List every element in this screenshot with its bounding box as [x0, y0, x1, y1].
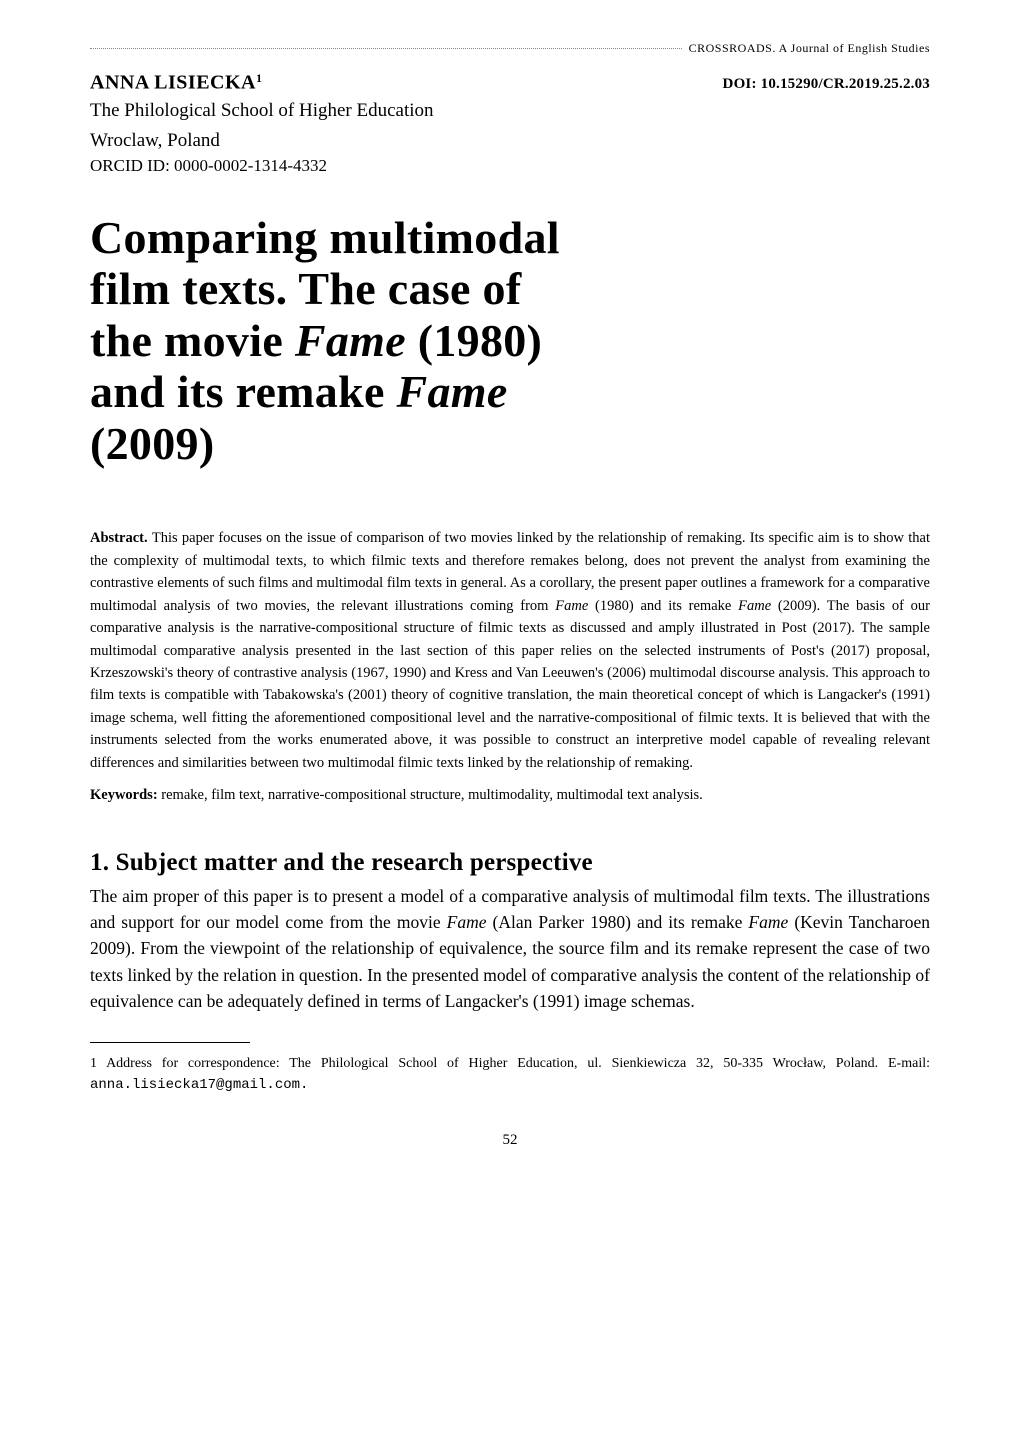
author-name-block: ANNA LISIECKA1: [90, 71, 262, 94]
footnote-rule: [90, 1042, 250, 1043]
title-line-2: film texts. The case of: [90, 263, 521, 314]
body-italic-2: Fame: [748, 912, 788, 932]
header-divider: CROSSROADS. A Journal of English Studies: [90, 48, 930, 49]
footnote-marker: 1: [90, 1056, 106, 1071]
title-line-5: (2009): [90, 418, 214, 469]
affiliation-line-1: The Philological School of Higher Educat…: [90, 98, 930, 124]
orcid-id: ORCID ID: 0000-0002-1314-4332: [90, 156, 930, 176]
journal-name: CROSSROADS. A Journal of English Studies: [683, 41, 930, 56]
abstract: Abstract. This paper focuses on the issu…: [90, 527, 930, 774]
keywords-label: Keywords:: [90, 787, 161, 803]
section-1-body: The aim proper of this paper is to prese…: [90, 883, 930, 1014]
footnote-email: anna.lisiecka17@gmail.com.: [90, 1077, 308, 1093]
article-title: Comparing multimodal film texts. The cas…: [90, 212, 930, 470]
title-line-4-italic: Fame: [397, 366, 508, 417]
abstract-label: Abstract.: [90, 530, 152, 546]
abstract-text-2: (1980) and its remake: [588, 598, 738, 614]
author-footnote-marker: 1: [256, 71, 262, 85]
keywords: Keywords: remake, film text, narrative-c…: [90, 784, 930, 806]
title-line-3-suffix: (1980): [406, 315, 542, 366]
section-heading-1: 1. Subject matter and the research persp…: [90, 849, 930, 877]
title-line-3-italic: Fame: [295, 315, 406, 366]
footnote-1: 1 Address for correspondence: The Philol…: [90, 1053, 930, 1096]
affiliation-line-2: Wroclaw, Poland: [90, 128, 930, 154]
title-line-1: Comparing multimodal: [90, 212, 560, 263]
abstract-italic-1: Fame: [555, 598, 588, 614]
author-name: ANNA LISIECKA: [90, 71, 256, 93]
body-text-2: (Alan Parker 1980) and its remake: [487, 912, 749, 932]
keywords-text: remake, film text, narrative-composition…: [161, 787, 702, 803]
body-italic-1: Fame: [447, 912, 487, 932]
title-line-4-prefix: and its remake: [90, 366, 397, 417]
abstract-italic-2: Fame: [738, 598, 771, 614]
author-row: ANNA LISIECKA1 DOI: 10.15290/CR.2019.25.…: [90, 71, 930, 94]
abstract-text-3: (2009). The basis of our comparative ana…: [90, 598, 930, 771]
title-line-3-prefix: the movie: [90, 315, 295, 366]
footnote-text: Address for correspondence: The Philolog…: [106, 1056, 930, 1071]
page-number: 52: [90, 1132, 930, 1149]
doi: DOI: 10.15290/CR.2019.25.2.03: [723, 76, 930, 93]
